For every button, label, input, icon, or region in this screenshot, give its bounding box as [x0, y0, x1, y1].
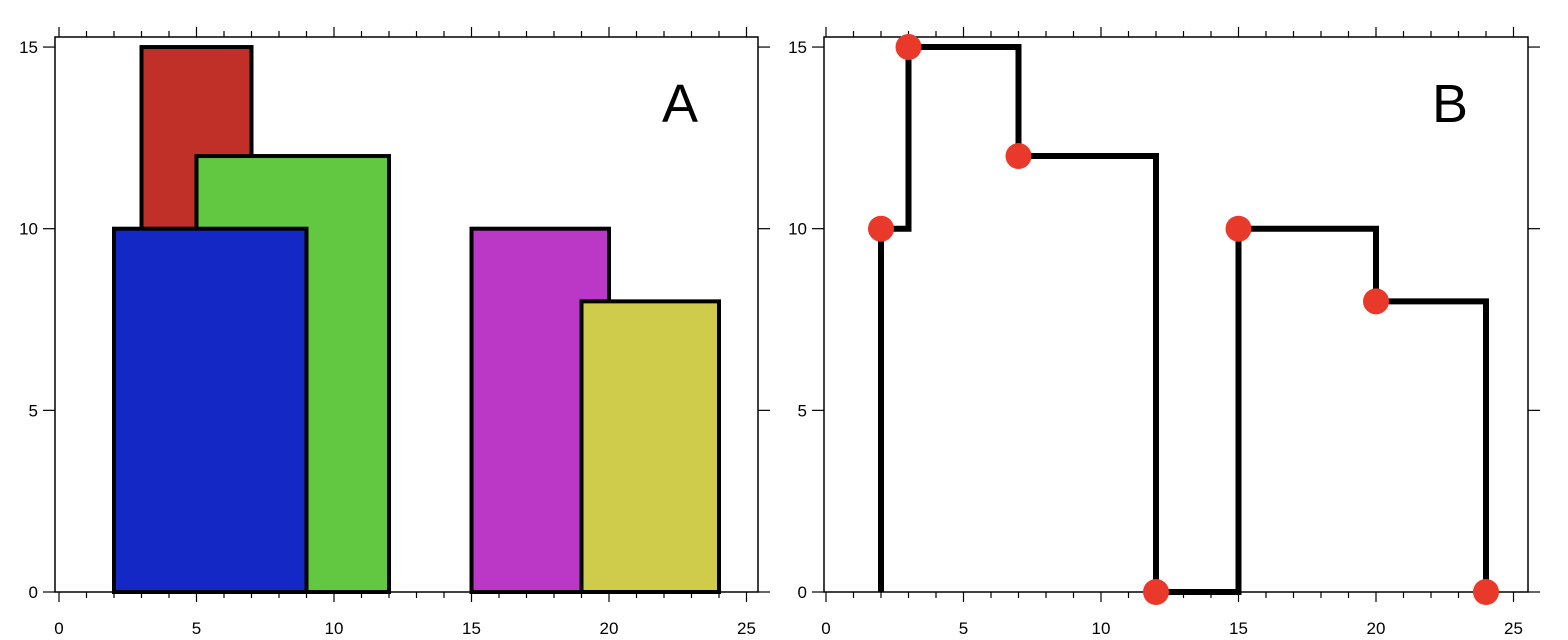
x-tick-label: 5 [192, 619, 201, 638]
building-rect [579, 299, 721, 594]
x-tick-label: 25 [1504, 619, 1523, 638]
x-tick-label: 10 [1092, 619, 1111, 638]
key-point-marker [895, 34, 922, 61]
x-tick-label: 5 [959, 619, 968, 638]
key-point-marker [1473, 579, 1499, 605]
x-tick-label: 20 [1367, 619, 1386, 638]
plot-frame [54, 36, 759, 593]
key-point-marker [1363, 288, 1389, 315]
x-tick-label: 15 [1229, 619, 1248, 638]
key-point-marker [1005, 143, 1032, 170]
x-tick-label: 15 [462, 619, 481, 638]
x-tick-label: 10 [325, 619, 344, 638]
panel-a: 0 5 10 15 20 25 0 5 10 15 A [19, 27, 770, 638]
key-point-marker [1143, 579, 1169, 605]
x-tick-label: 25 [737, 619, 756, 638]
x-tick-label: 0 [821, 619, 830, 638]
building-rect [112, 226, 309, 594]
y-tick-label: 5 [798, 401, 807, 420]
y-tick-label: 15 [19, 38, 38, 57]
panel-label: A [662, 74, 698, 134]
y-tick-label: 10 [788, 220, 807, 239]
panel-label: B [1432, 74, 1468, 134]
x-tick-label: 0 [54, 619, 63, 638]
key-point-marker [1225, 215, 1252, 242]
plot-frame [823, 36, 1529, 593]
skyline-line [878, 44, 1489, 595]
x-tick-label: 20 [600, 619, 619, 638]
y-tick-label: 10 [19, 220, 38, 239]
y-tick-label: 0 [798, 583, 807, 602]
key-point-marker [868, 215, 894, 242]
panel-b: 0 5 10 15 20 25 0 5 10 15 B [788, 27, 1540, 638]
y-tick-label: 5 [29, 401, 38, 420]
y-tick-label: 15 [788, 38, 807, 57]
y-tick-label: 0 [29, 583, 38, 602]
